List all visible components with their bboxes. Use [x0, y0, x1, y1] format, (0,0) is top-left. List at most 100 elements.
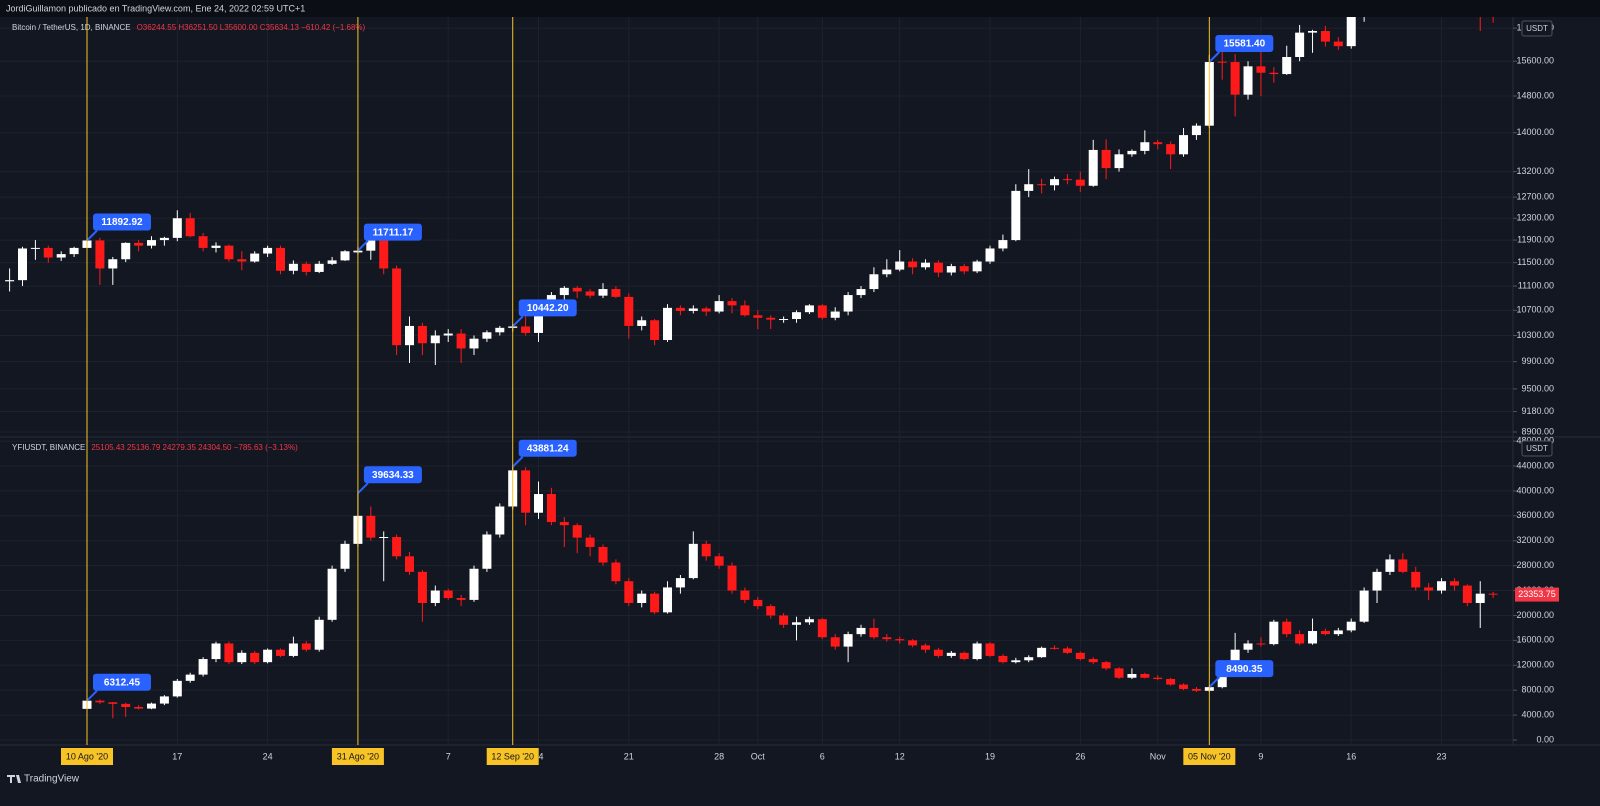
candle-body — [882, 637, 892, 640]
footer-text: TradingView — [24, 774, 80, 785]
annotation-label: 8490.35 — [1226, 664, 1263, 675]
annotation-box — [518, 299, 577, 317]
y-tick-label: 40000.00 — [1516, 485, 1554, 495]
candle-body — [843, 295, 853, 312]
y-tick-label: 14000.00 — [1516, 127, 1554, 137]
annotation-label: 11711.17 — [373, 227, 414, 238]
candle-body — [714, 556, 724, 566]
candle-body — [147, 703, 157, 709]
candle-body — [675, 307, 685, 311]
candle-body — [250, 652, 260, 663]
candle-body — [804, 305, 814, 313]
candle-body — [198, 236, 208, 248]
candle-body — [598, 546, 608, 563]
x-tick-label: 7 — [446, 751, 451, 761]
candle-body — [921, 645, 931, 650]
candle-body — [95, 240, 105, 269]
candle-body — [250, 253, 260, 262]
candle-body — [172, 218, 182, 238]
y-tick-label: 36000.00 — [1516, 510, 1554, 520]
candle-body — [727, 301, 737, 306]
candle-body — [572, 525, 582, 538]
candle-body — [753, 599, 763, 607]
annotation-box — [363, 223, 422, 241]
candle-body — [1088, 149, 1098, 186]
candle-body — [727, 565, 737, 591]
candle-body — [327, 260, 337, 264]
candle-body — [779, 319, 789, 321]
x-highlight-label: 05 Nov '20 — [1188, 751, 1231, 761]
symbol-label: Bitcoin / TetherUS, 1D, BINANCE — [12, 23, 131, 32]
candle-body — [572, 287, 582, 292]
candle-body — [1424, 587, 1434, 591]
candle-body — [675, 578, 685, 588]
currency-box — [1521, 20, 1553, 37]
candle-body — [495, 327, 505, 333]
candle-body — [946, 652, 956, 656]
candle-body — [405, 556, 415, 572]
candle-body — [405, 325, 415, 346]
candle-body — [1282, 57, 1292, 75]
candle-body — [430, 335, 440, 344]
header-bar — [0, 0, 1600, 17]
header-text: JordiGuillamon publicado en TradingView.… — [6, 3, 305, 13]
annotation-box — [92, 213, 151, 231]
annotation-pointer — [512, 456, 524, 468]
candles — [82, 466, 1498, 719]
candle-body — [843, 634, 853, 647]
candle-body — [895, 639, 905, 641]
candle-body — [830, 637, 840, 647]
annotation-label: 6312.45 — [104, 677, 141, 688]
footer-bar — [0, 768, 1600, 790]
candle-body — [534, 494, 544, 513]
y-tick-label: 4000.00 — [1521, 709, 1554, 719]
candle-body — [1140, 142, 1150, 151]
candle-body — [1127, 673, 1137, 678]
candle-body — [456, 598, 466, 600]
x-tick-label: 17 — [172, 751, 182, 761]
candle-body — [108, 702, 118, 704]
y-tick-label: 20000.00 — [1516, 610, 1554, 620]
x-tick-label: 6 — [820, 751, 825, 761]
x-tick-label: 23 — [1437, 751, 1447, 761]
candle-body — [1114, 668, 1124, 678]
candle-body — [495, 506, 505, 535]
y-tick-label: 9500.00 — [1521, 383, 1554, 393]
candle-body — [1011, 660, 1021, 663]
annotation-pointer — [86, 689, 98, 702]
annotation-box — [92, 673, 151, 691]
currency-label: USDT — [1526, 24, 1548, 33]
y-tick-label: 32000.00 — [1516, 535, 1554, 545]
symbol-label: YFIUSDT, BINANCE — [12, 443, 85, 452]
candle-body — [585, 291, 595, 296]
candle-body — [314, 619, 324, 650]
candle-body — [301, 643, 311, 650]
candle-body — [1166, 144, 1176, 155]
candle-body — [650, 593, 660, 613]
candle-body — [340, 251, 350, 261]
candle-body — [998, 240, 1008, 249]
y-tick-label: 13200.00 — [1516, 166, 1554, 176]
candle-body — [1411, 571, 1421, 588]
candle-body — [237, 652, 247, 663]
candle-body — [121, 703, 131, 707]
candle-body — [121, 242, 131, 260]
y-tick-label: 11500.00 — [1517, 257, 1554, 267]
candle-body — [1191, 688, 1201, 691]
candle-body — [1050, 179, 1060, 186]
y-tick-label: 44000.00 — [1516, 460, 1554, 470]
candle-body — [701, 308, 711, 312]
candle-body — [288, 643, 298, 656]
candle-body — [1050, 647, 1060, 649]
candle-body — [430, 590, 440, 604]
candle-body — [611, 562, 621, 582]
candle-body — [327, 568, 337, 620]
y-tick-label: 9180.00 — [1521, 406, 1554, 416]
candle-body — [147, 240, 157, 246]
candle-body — [1449, 581, 1459, 586]
candle-body — [792, 312, 802, 320]
candle-body — [1024, 184, 1034, 191]
candle-body — [1088, 659, 1098, 663]
candle-body — [1256, 66, 1266, 73]
